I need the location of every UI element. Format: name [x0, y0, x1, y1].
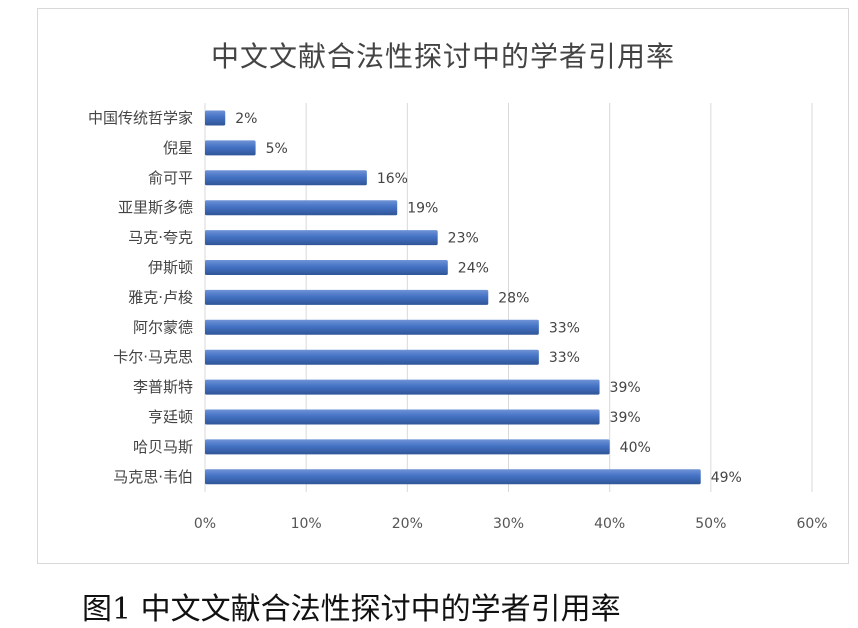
category-label: 卡尔·马克思 — [113, 348, 193, 366]
bar — [205, 170, 367, 186]
bar — [205, 379, 600, 395]
value-label: 19% — [407, 201, 438, 217]
value-label: 49% — [711, 470, 742, 486]
category-label: 亨廷顿 — [148, 408, 193, 426]
x-tick-label: 30% — [493, 516, 524, 532]
value-label: 23% — [448, 231, 479, 247]
bar — [205, 349, 539, 365]
bar — [205, 319, 539, 335]
bar — [205, 260, 448, 275]
category-label: 中国传统哲学家 — [88, 109, 193, 127]
x-tick-label: 40% — [594, 516, 625, 532]
bar — [205, 140, 256, 156]
bar — [205, 200, 398, 216]
category-label: 雅克·卢梭 — [128, 288, 193, 306]
category-label: 马克思·韦伯 — [113, 468, 193, 486]
category-label: 马克·夸克 — [128, 229, 193, 247]
value-label: 33% — [549, 320, 580, 336]
x-tick-label: 20% — [392, 516, 423, 532]
value-label: 24% — [458, 261, 489, 277]
value-label: 39% — [610, 410, 641, 426]
value-label: 28% — [498, 290, 529, 306]
category-label: 伊斯顿 — [148, 259, 193, 277]
category-label: 亚里斯多德 — [118, 199, 193, 217]
category-label: 俞可平 — [148, 169, 193, 187]
value-label: 16% — [377, 171, 408, 187]
x-tick-label: 0% — [194, 516, 216, 532]
category-label: 李普斯特 — [133, 378, 193, 396]
figure-caption: 图1 中文文献合法性探讨中的学者引用率 — [82, 592, 621, 627]
category-label: 哈贝马斯 — [133, 438, 193, 456]
x-tick-label: 10% — [291, 516, 322, 532]
bar — [205, 469, 701, 485]
category-label: 倪星 — [163, 139, 193, 157]
category-label: 阿尔蒙德 — [133, 318, 193, 336]
value-label: 5% — [266, 141, 288, 157]
chart-frame: 中文文献合法性探讨中的学者引用率 — [37, 8, 849, 564]
bar — [205, 439, 610, 455]
bar — [205, 110, 226, 126]
bar — [205, 230, 438, 246]
chart-title: 中文文献合法性探讨中的学者引用率 — [210, 40, 675, 73]
x-tick-label: 50% — [695, 516, 726, 532]
value-label: 2% — [235, 111, 257, 127]
value-label: 39% — [610, 380, 641, 396]
bar — [205, 289, 489, 305]
bar — [205, 409, 600, 425]
x-tick-label: 60% — [796, 516, 827, 532]
value-label: 33% — [549, 350, 580, 366]
value-label: 40% — [620, 440, 651, 456]
